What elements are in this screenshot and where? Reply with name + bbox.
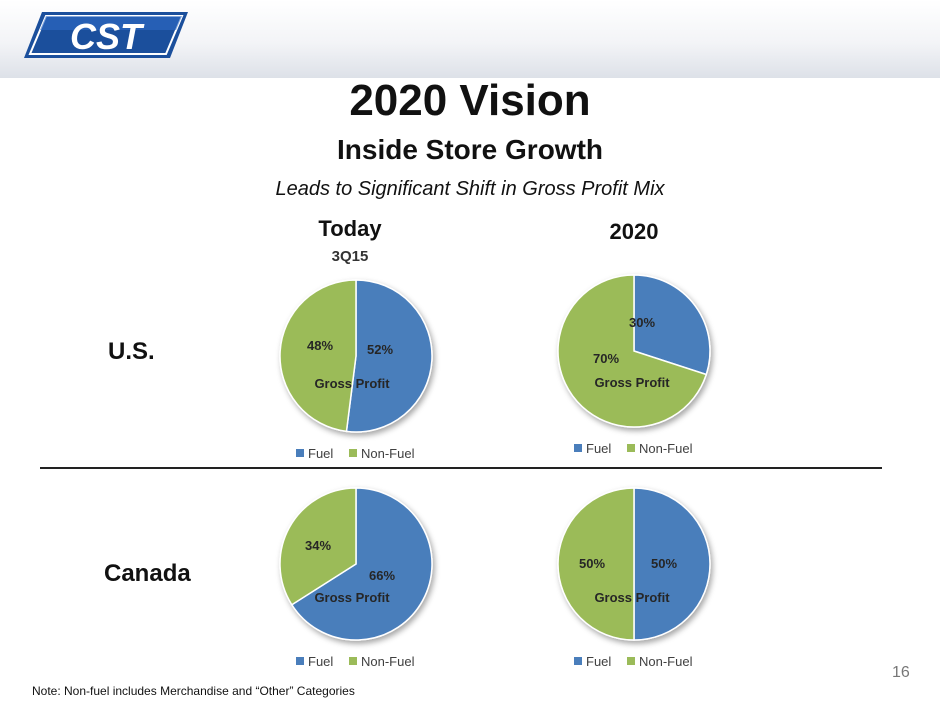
logo-text: CST	[70, 16, 145, 57]
data-label-fuel: 50%	[651, 556, 677, 571]
data-label-non-fuel: 70%	[593, 351, 619, 366]
pie-chart-us-2020: 30% 70% Gross Profit Fuel Non-Fuel	[557, 274, 711, 456]
legend-label-non-fuel: Non-Fuel	[361, 654, 415, 669]
slice-fuel	[633, 274, 711, 376]
row-divider	[40, 467, 882, 469]
page-tagline: Leads to Significant Shift in Gross Prof…	[275, 178, 665, 200]
pie-inner-label: Gross Profit	[594, 590, 670, 605]
legend-label-non-fuel: Non-Fuel	[639, 654, 693, 669]
legend-swatch-non-fuel	[627, 444, 635, 452]
legend-swatch-fuel	[574, 444, 582, 452]
legend-label-non-fuel: Non-Fuel	[361, 446, 415, 461]
page-subtitle: Inside Store Growth	[336, 134, 604, 165]
pie-chart-canada-2020: 50% 50% Gross Profit Fuel Non-Fuel	[557, 487, 711, 669]
pie-chart-us-today: 52% 48% Gross Profit Fuel Non-Fuel	[279, 279, 433, 461]
column-subheader-today: 3Q15	[331, 248, 369, 265]
legend-swatch-non-fuel	[627, 657, 635, 665]
slice-non-fuel	[557, 274, 708, 428]
slice-non-fuel	[557, 487, 635, 641]
footnote: Note: Non-fuel includes Merchandise and …	[32, 684, 355, 698]
data-label-non-fuel: 50%	[579, 556, 605, 571]
column-header-2020: 2020	[609, 219, 659, 244]
row-label-canada: Canada	[104, 560, 191, 587]
data-label-fuel: 66%	[369, 568, 395, 583]
pie-chart-canada-today: 66% 34% Gross Profit Fuel Non-Fuel	[279, 487, 433, 669]
legend-swatch-non-fuel	[349, 449, 357, 457]
row-label-us: U.S.	[108, 338, 155, 365]
data-label-non-fuel: 34%	[305, 538, 331, 553]
column-header-today: Today	[318, 216, 382, 241]
legend-label-fuel: Fuel	[586, 441, 611, 456]
page-title: 2020 Vision	[349, 76, 591, 125]
slice-non-fuel	[279, 279, 357, 433]
slice-fuel	[633, 487, 711, 641]
legend-swatch-fuel	[296, 449, 304, 457]
page-number: 16	[892, 664, 910, 681]
pie-inner-label: Gross Profit	[314, 376, 390, 391]
pie-inner-label: Gross Profit	[594, 375, 670, 390]
data-label-non-fuel: 48%	[307, 338, 333, 353]
data-label-fuel: 52%	[367, 342, 393, 357]
legend-label-fuel: Fuel	[308, 654, 333, 669]
cst-logo: CST	[24, 12, 188, 58]
slice-fuel	[345, 279, 433, 433]
legend-label-non-fuel: Non-Fuel	[639, 441, 693, 456]
slice-fuel	[290, 487, 433, 641]
legend-swatch-fuel	[574, 657, 582, 665]
legend-swatch-non-fuel	[349, 657, 357, 665]
data-label-fuel: 30%	[629, 315, 655, 330]
legend-label-fuel: Fuel	[586, 654, 611, 669]
legend-swatch-fuel	[296, 657, 304, 665]
legend-label-fuel: Fuel	[308, 446, 333, 461]
slice-non-fuel	[279, 487, 357, 606]
pie-inner-label: Gross Profit	[314, 590, 390, 605]
